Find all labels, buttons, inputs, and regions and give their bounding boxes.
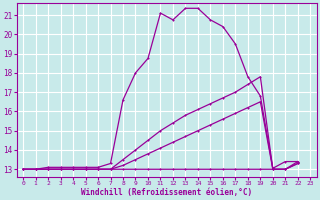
- X-axis label: Windchill (Refroidissement éolien,°C): Windchill (Refroidissement éolien,°C): [81, 188, 252, 197]
